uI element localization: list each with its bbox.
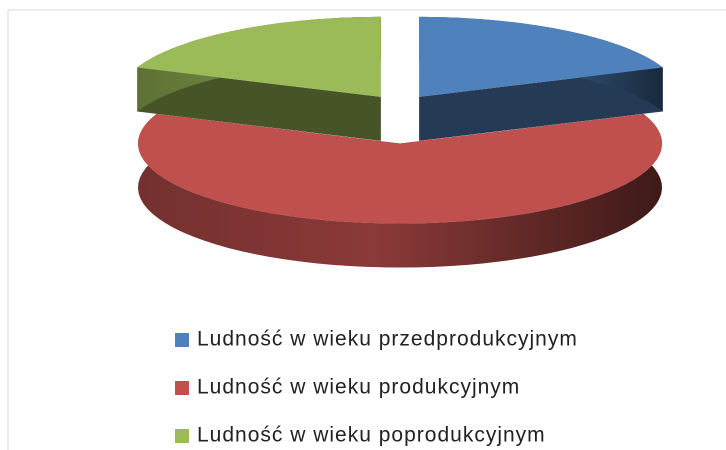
- slice: [138, 114, 662, 224]
- legend: Ludność w wieku przedprodukcyjnym Ludność…: [175, 328, 578, 447]
- slice: [137, 16, 381, 97]
- legend-label: Ludność w wieku produkcyjnym: [197, 376, 520, 399]
- slice-side-shade: [138, 114, 662, 268]
- legend-label: Ludność w wieku przedprodukcyjnym: [197, 328, 578, 351]
- legend-swatch: [175, 381, 189, 395]
- legend-label: Ludność w wieku poprodukcyjnym: [197, 424, 546, 447]
- legend-swatch: [175, 429, 189, 443]
- legend-swatch: [175, 333, 189, 347]
- slice: [419, 16, 663, 97]
- slice-wall: [137, 67, 381, 141]
- pie: [137, 16, 663, 268]
- slice-wall: [419, 67, 663, 141]
